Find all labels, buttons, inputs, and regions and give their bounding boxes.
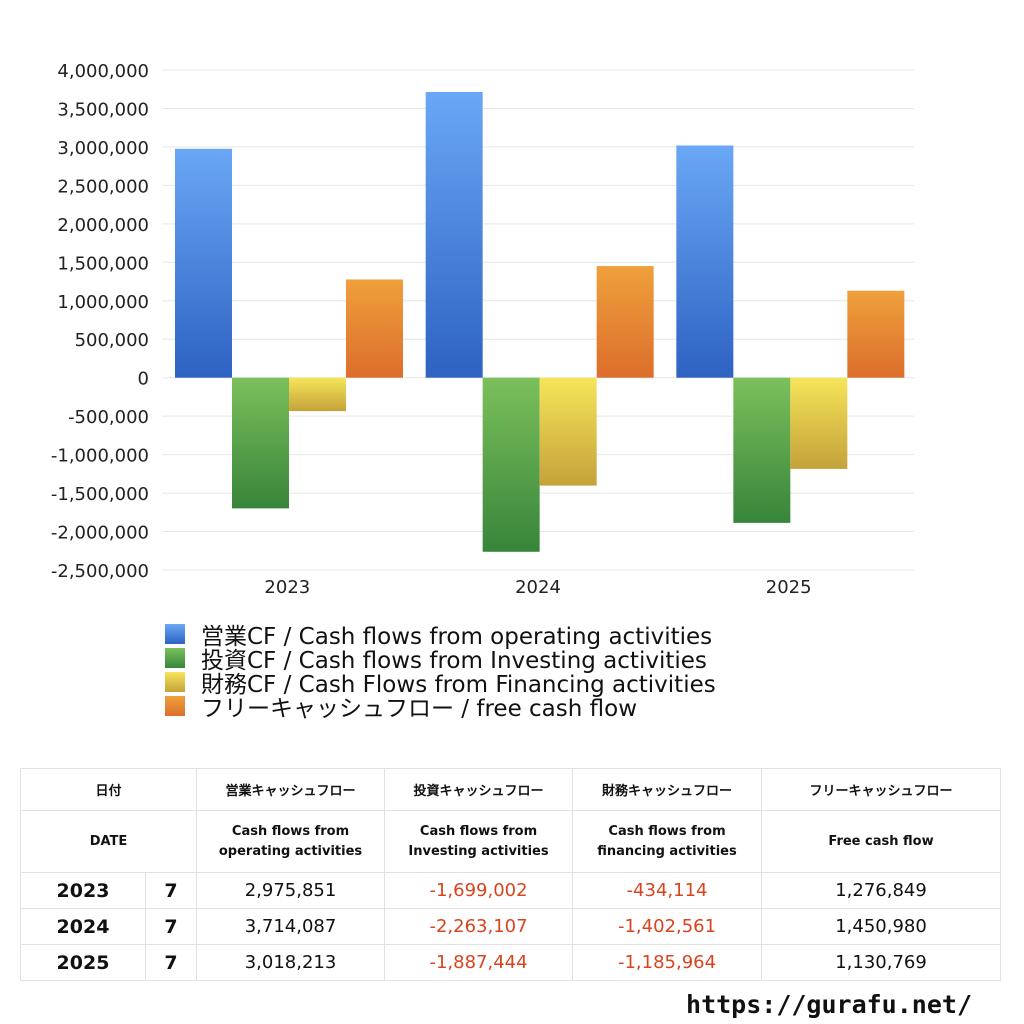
y-tick-label: 4,000,000	[57, 61, 149, 82]
row-operating: 2,975,851	[196, 872, 386, 909]
row-year: 2025	[20, 944, 146, 981]
legend-item-financing: 財務CF / Cash Flows from Financing activit…	[165, 670, 716, 698]
y-tick-label: 3,500,000	[57, 99, 149, 120]
y-tick-label: -1,000,000	[51, 446, 149, 467]
bar-free-2023	[346, 279, 403, 378]
footer-url[interactable]: https://gurafu.net/	[686, 990, 972, 1019]
legend-label-operating: 営業CF / Cash flows from operating activit…	[201, 624, 713, 650]
row-financing: -1,185,964	[572, 944, 763, 981]
x-tick-label: 2024	[515, 577, 561, 598]
y-tick-label: 500,000	[75, 330, 149, 351]
bar-financing-2023	[289, 377, 346, 412]
cash-flow-bar-chart: 4,000,000 3,500,000 3,000,000 2,500,000 2,00…	[51, 61, 914, 598]
header-date: 日付	[19, 768, 198, 811]
subheader-operating-line2: operating activities	[218, 843, 363, 859]
x-tick-label: 2025	[766, 577, 812, 598]
subheader-investing: Cash flows from Investing activities	[384, 810, 574, 873]
y-tick-label: -500,000	[68, 407, 149, 428]
table-row: 2023 7 2,975,851 -1,699,002 -434,114 1,2…	[20, 872, 1002, 909]
y-tick-label: 2,000,000	[57, 215, 149, 236]
table-subheader-row: DATE Cash flows from operating activities…	[19, 810, 1002, 873]
bar-free-2025	[847, 290, 905, 378]
bar-investing-2024	[482, 377, 540, 552]
subheader-investing-line2: Investing activities	[408, 843, 549, 859]
y-tick-label: -2,000,000	[51, 523, 149, 544]
header-free: フリーキャッシュフロー	[761, 768, 1002, 811]
bar-operating-2023	[175, 148, 232, 378]
subheader-free: Free cash flow	[761, 810, 1002, 873]
bar-operating-2025	[676, 145, 734, 378]
row-free: 1,276,849	[761, 872, 1002, 909]
legend-swatch-investing	[165, 648, 185, 668]
x-tick-label: 2023	[264, 577, 310, 598]
row-year: 2024	[20, 908, 146, 945]
row-investing: -2,263,107	[384, 908, 574, 945]
legend-swatch-operating	[165, 624, 185, 644]
row-financing: -434,114	[572, 872, 763, 909]
y-tick-label: 1,000,000	[57, 292, 149, 313]
subheader-date: DATE	[19, 810, 198, 873]
row-investing: -1,887,444	[384, 944, 574, 981]
y-tick-label: 2,500,000	[57, 176, 149, 197]
subheader-financing: Cash flows from financing activities	[572, 810, 763, 873]
header-financing: 財務キャッシュフロー	[572, 768, 763, 811]
legend-item-operating: 営業CF / Cash flows from operating activit…	[165, 622, 716, 650]
legend-swatch-financing	[165, 672, 185, 692]
legend-label-investing: 投資CF / Cash flows from Investing activit…	[201, 648, 707, 674]
row-free: 1,130,769	[761, 944, 1002, 981]
row-investing: -1,699,002	[384, 872, 574, 909]
bar-operating-2024	[425, 91, 483, 378]
y-tick-label: 0	[138, 369, 149, 390]
row-operating: 3,714,087	[196, 908, 386, 945]
bar-financing-2025	[790, 377, 848, 469]
header-investing: 投資キャッシュフロー	[384, 768, 574, 811]
subheader-investing-line1: Cash flows from	[419, 823, 538, 839]
bar-free-2024	[596, 266, 654, 378]
subheader-operating-line1: Cash flows from	[231, 823, 350, 839]
table-row: 2024 7 3,714,087 -2,263,107 -1,402,561 1…	[20, 908, 1002, 945]
row-month: 7	[144, 908, 198, 945]
bar-financing-2024	[539, 377, 597, 486]
legend-swatch-free	[165, 696, 185, 716]
subheader-operating: Cash flows from operating activities	[196, 810, 386, 873]
header-operating: 営業キャッシュフロー	[196, 768, 386, 811]
row-operating: 3,018,213	[196, 944, 386, 981]
chart-legend: 営業CF / Cash flows from operating activit…	[165, 622, 716, 722]
row-year: 2023	[20, 872, 146, 909]
y-tick-label: -2,500,000	[51, 561, 149, 582]
y-tick-label: 3,000,000	[57, 138, 149, 159]
legend-item-free: フリーキャッシュフロー / free cash flow	[165, 694, 716, 722]
legend-label-free: フリーキャッシュフロー / free cash flow	[201, 696, 638, 722]
subheader-financing-line1: Cash flows from	[608, 823, 726, 839]
row-month: 7	[144, 944, 198, 981]
row-month: 7	[144, 872, 198, 909]
row-free: 1,450,980	[761, 908, 1002, 945]
table-row: 2025 7 3,018,213 -1,887,444 -1,185,964 1…	[20, 944, 1002, 981]
bar-investing-2023	[232, 377, 289, 509]
row-financing: -1,402,561	[572, 908, 763, 945]
y-tick-label: 1,500,000	[57, 253, 149, 274]
legend-label-financing: 財務CF / Cash Flows from Financing activit…	[201, 672, 716, 698]
legend-item-investing: 投資CF / Cash flows from Investing activit…	[165, 646, 716, 674]
y-tick-label: -1,500,000	[51, 484, 149, 505]
table-header-row: 日付 営業キャッシュフロー 投資キャッシュフロー 財務キャッシュフロー フリーキ…	[19, 768, 1002, 811]
cash-flow-table: 日付 営業キャッシュフロー 投資キャッシュフロー 財務キャッシュフロー フリーキ…	[19, 768, 1002, 981]
subheader-financing-line2: financing activities	[597, 843, 737, 859]
bar-investing-2025	[733, 377, 791, 523]
